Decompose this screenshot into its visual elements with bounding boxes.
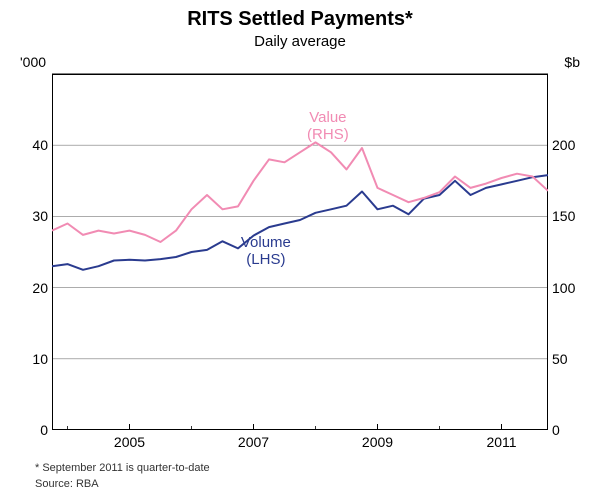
y-left-tick-label: 30 <box>8 208 48 224</box>
chart-title: RITS Settled Payments* <box>0 0 600 31</box>
plot-area: Volume(LHS) Value(RHS) <box>52 60 548 430</box>
series-label: Value(RHS) <box>293 109 363 144</box>
y-left-tick-label: 0 <box>8 422 48 438</box>
x-tick-label: 2009 <box>348 434 408 450</box>
y-left-unit: '000 <box>20 54 46 70</box>
y-right-tick-label: 100 <box>552 280 592 296</box>
chart-subtitle: Daily average <box>0 33 600 50</box>
footnote-text: * September 2011 is quarter-to-date <box>35 462 210 474</box>
y-right-tick-label: 200 <box>552 137 592 153</box>
source-text: Source: RBA <box>35 478 99 490</box>
x-tick-label: 2007 <box>224 434 284 450</box>
y-left-tick-label: 40 <box>8 137 48 153</box>
y-left-tick-label: 20 <box>8 280 48 296</box>
y-right-tick-label: 0 <box>552 422 592 438</box>
chart-container: RITS Settled Payments* Daily average '00… <box>0 0 600 504</box>
x-tick-label: 2011 <box>472 434 532 450</box>
y-left-tick-label: 10 <box>8 351 48 367</box>
y-right-unit: $b <box>564 54 580 70</box>
y-right-tick-label: 50 <box>552 351 592 367</box>
series-label: Volume(LHS) <box>231 234 301 269</box>
y-right-tick-label: 150 <box>552 208 592 224</box>
x-tick-label: 2005 <box>100 434 160 450</box>
